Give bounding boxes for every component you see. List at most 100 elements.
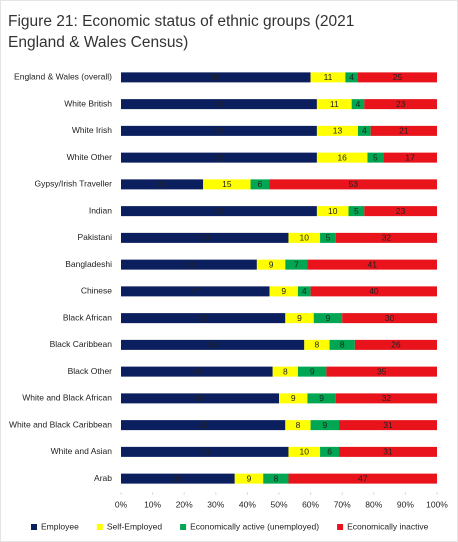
y-tick-label: White Other xyxy=(67,152,113,162)
data-label: 43 xyxy=(184,259,194,269)
data-label: 53 xyxy=(200,447,210,457)
bar-segment xyxy=(234,473,264,484)
data-label: 8 xyxy=(273,473,278,483)
bar-segment xyxy=(339,420,437,431)
data-label: 8 xyxy=(296,420,301,430)
data-label: 23 xyxy=(396,99,406,109)
x-tick-label: 60% xyxy=(302,499,319,509)
data-label: 31 xyxy=(383,447,393,457)
y-tick-label: Black Caribbean xyxy=(50,339,113,349)
bar-segment xyxy=(339,446,437,457)
x-tick-label: 40% xyxy=(239,499,256,509)
bar-segment xyxy=(342,313,437,324)
bar-segment xyxy=(121,339,305,350)
x-tick-label: 20% xyxy=(176,499,193,509)
data-label: 32 xyxy=(382,233,392,243)
bar-segment xyxy=(121,420,286,431)
legend-swatch xyxy=(96,524,103,530)
data-label: 10 xyxy=(300,447,310,457)
bar-segment xyxy=(310,72,346,83)
y-tick-label: Bangladeshi xyxy=(65,259,112,269)
y-tick-label: White and Asian xyxy=(51,446,113,456)
data-label: 8 xyxy=(315,340,320,350)
y-tick-label: Indian xyxy=(89,205,112,215)
data-label: 9 xyxy=(269,259,274,269)
bar-segment xyxy=(121,206,317,217)
bar-segment xyxy=(203,179,251,190)
data-label: 4 xyxy=(356,99,361,109)
y-tick-label: England & Wales (overall) xyxy=(14,72,112,82)
bar-segment xyxy=(364,206,437,217)
data-label: 52 xyxy=(198,420,208,430)
data-label: 6 xyxy=(327,447,332,457)
data-label: 5 xyxy=(354,206,359,216)
legend-swatch xyxy=(180,524,187,530)
bar-segment xyxy=(335,393,437,404)
data-label: 48 xyxy=(192,366,202,376)
data-label: 41 xyxy=(367,259,377,269)
y-tick-label: White British xyxy=(64,98,112,108)
data-label: 17 xyxy=(405,152,415,162)
bar-segment xyxy=(348,206,365,217)
data-label: 5 xyxy=(373,152,378,162)
data-label: 58 xyxy=(208,340,218,350)
data-label: 36 xyxy=(173,473,183,483)
legend-swatch xyxy=(337,524,344,530)
bar-segment xyxy=(304,339,330,350)
y-tick-label: Chinese xyxy=(81,286,112,296)
data-label: 53 xyxy=(349,179,359,189)
bar-segment xyxy=(285,313,314,324)
data-label: 40 xyxy=(369,286,379,296)
bar-segment xyxy=(320,446,340,457)
y-tick-label: Gypsy/Irish Traveller xyxy=(35,179,113,189)
data-label: 9 xyxy=(310,366,315,376)
bar-segment xyxy=(121,125,317,136)
bar-segment xyxy=(279,393,308,404)
data-label: 11 xyxy=(330,99,339,109)
bar-segment xyxy=(121,313,286,324)
bar-segment xyxy=(316,125,358,136)
data-label: 9 xyxy=(326,313,331,323)
bar-segment xyxy=(297,366,327,377)
data-label: 60 xyxy=(211,72,221,82)
bar-segment xyxy=(121,99,317,110)
data-label: 62 xyxy=(214,206,224,216)
y-tick-label: Arab xyxy=(94,473,112,483)
bar-segment xyxy=(256,259,286,270)
data-label: 4 xyxy=(362,126,367,136)
data-label: 4 xyxy=(302,286,307,296)
data-label: 25 xyxy=(393,72,403,82)
x-tick-label: 90% xyxy=(397,499,414,509)
bar-segment xyxy=(354,339,437,350)
bar-segment xyxy=(326,366,437,377)
x-tick-label: 100% xyxy=(426,499,448,509)
y-tick-label: White and Black African xyxy=(22,393,112,403)
y-tick-label: Black African xyxy=(63,312,112,322)
bar-segment xyxy=(345,72,358,83)
bar-segment xyxy=(310,286,437,297)
data-label: 4 xyxy=(349,72,354,82)
bar-segment xyxy=(351,99,365,110)
data-label: 9 xyxy=(247,473,252,483)
bar-segment xyxy=(121,446,289,457)
bar-segment xyxy=(263,473,289,484)
bar-segment xyxy=(329,339,355,350)
data-label: 53 xyxy=(200,233,210,243)
bar-segment xyxy=(288,232,321,243)
bar-segment xyxy=(313,313,343,324)
bar-segment xyxy=(121,72,311,83)
bar-segment xyxy=(121,473,235,484)
bar-segment xyxy=(316,99,352,110)
bar-segment xyxy=(358,72,437,83)
bar-segment xyxy=(320,232,336,243)
y-tick-label: White and Black Caribbean xyxy=(9,419,112,429)
bar-segment xyxy=(307,393,336,404)
data-label: 31 xyxy=(383,420,393,430)
x-tick-label: 70% xyxy=(334,499,351,509)
x-tick-label: 10% xyxy=(144,499,161,509)
data-label: 30 xyxy=(385,313,395,323)
data-label: 50 xyxy=(195,393,205,403)
bar-segment xyxy=(121,232,289,243)
y-tick-label: White Irish xyxy=(72,125,112,135)
